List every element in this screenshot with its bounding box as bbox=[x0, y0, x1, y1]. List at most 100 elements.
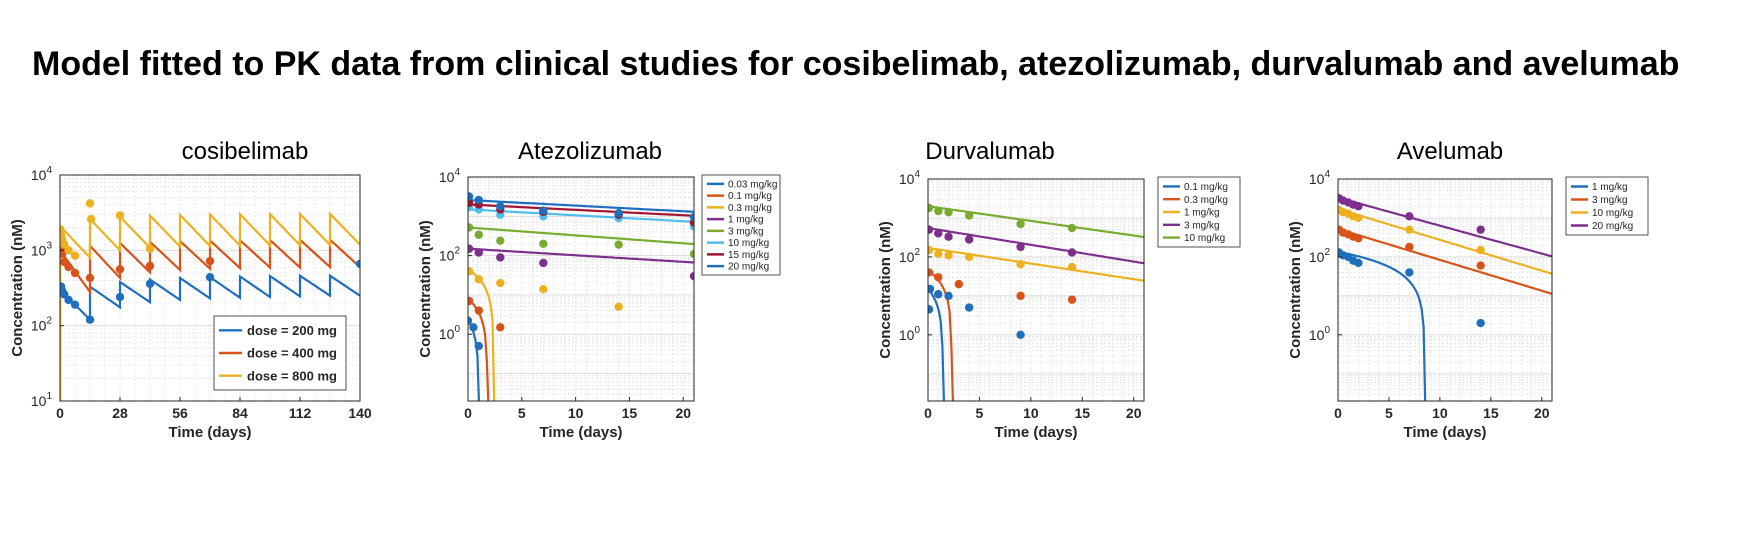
data-point bbox=[964, 235, 974, 244]
data-point bbox=[86, 214, 96, 224]
series-line bbox=[1338, 250, 1427, 401]
data-point bbox=[468, 316, 473, 325]
series-line bbox=[468, 247, 694, 264]
y-axis: 100 102 104 Concentration (nM) bbox=[417, 167, 472, 358]
y-tick-label: 104 bbox=[439, 167, 461, 185]
data-point bbox=[145, 261, 155, 271]
chart-cosibelimab: 0 28 56 84 112 140 Time (days) 101 102 103 104 Conc… bbox=[9, 165, 372, 441]
data-point bbox=[468, 244, 474, 253]
series-line bbox=[468, 198, 694, 213]
y-axis-label: Concentration (nM) bbox=[877, 221, 894, 358]
data-point bbox=[934, 290, 943, 299]
y-tick-label: 100 bbox=[439, 324, 461, 342]
y-tick-label: 102 bbox=[31, 316, 53, 334]
x-tick-label: 5 bbox=[1385, 405, 1393, 421]
data-point bbox=[934, 229, 943, 238]
data-point bbox=[64, 295, 73, 305]
data-point bbox=[944, 232, 953, 241]
data-point bbox=[64, 262, 73, 272]
y-axis: 101 102 103 104 Concentration (nM) bbox=[9, 165, 64, 409]
data-point bbox=[355, 259, 360, 269]
legend-label: 15 mg/kg bbox=[728, 250, 769, 261]
data-point bbox=[1476, 225, 1485, 234]
chart-durvalumab: 0 5 10 15 20 Time (days) 100 102 104 Concentratio… bbox=[877, 169, 1241, 441]
data-point bbox=[474, 341, 483, 351]
legend-label: 1 mg/kg bbox=[1184, 208, 1220, 219]
data-point bbox=[496, 202, 505, 211]
x-axis-label: Time (days) bbox=[168, 424, 251, 441]
x-tick-label: 5 bbox=[518, 405, 526, 421]
data-point bbox=[1476, 318, 1485, 328]
grid bbox=[59, 175, 361, 402]
data-point bbox=[85, 199, 95, 208]
data-point bbox=[115, 211, 125, 220]
x-tick-label: 10 bbox=[568, 405, 584, 421]
data-point bbox=[115, 265, 125, 274]
legend-label: 20 mg/kg bbox=[1592, 221, 1633, 232]
y-tick-label: 104 bbox=[31, 165, 53, 183]
data-point bbox=[944, 291, 953, 301]
series-line bbox=[60, 273, 360, 401]
data-point bbox=[689, 271, 694, 281]
data-point bbox=[468, 267, 474, 276]
data-point bbox=[928, 305, 934, 314]
data-point bbox=[469, 323, 478, 332]
chart-atezolizumab: 0 5 10 15 20 Time (days) 100 102 104 Concentratio… bbox=[417, 167, 781, 441]
y-tick-label: 104 bbox=[1309, 169, 1331, 187]
data-point bbox=[539, 206, 548, 215]
data-point bbox=[1067, 223, 1077, 233]
y-tick-label: 103 bbox=[31, 240, 53, 258]
series-line bbox=[1338, 207, 1552, 275]
legend-label: 0.1 mg/kg bbox=[728, 191, 772, 202]
data-point bbox=[539, 284, 548, 294]
x-tick-label: 5 bbox=[976, 405, 984, 421]
x-tick-label: 20 bbox=[675, 405, 691, 421]
legend-label: 1 mg/kg bbox=[728, 215, 764, 226]
x-tick-label: 0 bbox=[1334, 405, 1342, 421]
series-line bbox=[468, 268, 496, 401]
x-tick-label: 15 bbox=[1483, 405, 1499, 421]
data-point bbox=[496, 253, 505, 262]
x-axis-label: Time (days) bbox=[1403, 424, 1486, 441]
data-point bbox=[474, 275, 483, 284]
data-point bbox=[474, 306, 483, 315]
data-point bbox=[496, 236, 505, 245]
series-points bbox=[928, 203, 1077, 340]
data-point bbox=[468, 296, 474, 306]
x-tick-label: 84 bbox=[232, 405, 248, 421]
y-tick-label: 102 bbox=[899, 247, 921, 265]
legend-label: 0.03 mg/kg bbox=[728, 179, 777, 190]
data-point bbox=[964, 252, 974, 262]
data-point bbox=[1405, 242, 1414, 252]
series-line bbox=[60, 211, 360, 401]
series-line bbox=[1338, 227, 1552, 295]
data-point bbox=[85, 273, 95, 283]
chart-avelumab: 0 5 10 15 20 Time (days) 100 102 104 Concentratio… bbox=[1287, 169, 1649, 441]
x-tick-label: 56 bbox=[172, 405, 188, 421]
x-tick-label: 28 bbox=[112, 405, 128, 421]
data-point bbox=[689, 212, 694, 222]
data-point bbox=[1354, 213, 1363, 223]
series-line bbox=[1338, 196, 1552, 258]
series-line bbox=[468, 208, 694, 223]
data-point bbox=[928, 245, 934, 255]
series-line bbox=[928, 227, 1144, 265]
data-point bbox=[614, 302, 623, 311]
legend-label: 3 mg/kg bbox=[1592, 195, 1628, 206]
data-point bbox=[689, 249, 694, 259]
series-line bbox=[928, 246, 1144, 282]
data-point bbox=[1354, 258, 1363, 268]
legend-label: 3 mg/kg bbox=[728, 226, 764, 237]
data-point bbox=[85, 315, 95, 324]
data-point bbox=[1405, 225, 1414, 234]
data-point bbox=[928, 284, 935, 294]
data-point bbox=[934, 249, 943, 259]
data-point bbox=[954, 279, 964, 289]
y-tick-label: 101 bbox=[31, 391, 53, 409]
data-point bbox=[205, 272, 215, 282]
series-line bbox=[468, 203, 694, 217]
data-point bbox=[928, 203, 934, 213]
series-line bbox=[60, 237, 360, 401]
data-point bbox=[944, 208, 953, 217]
legend-label: 0.1 mg/kg bbox=[1184, 182, 1228, 193]
